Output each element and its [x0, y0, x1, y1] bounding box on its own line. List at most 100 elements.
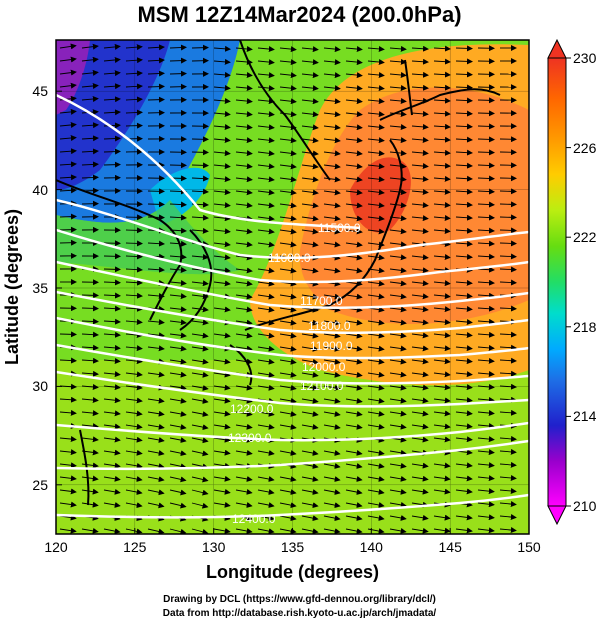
wind-arrow: [125, 528, 143, 534]
wind-arrow: [455, 319, 473, 326]
wind-arrow: [235, 189, 253, 196]
wind-arrow: [279, 72, 297, 79]
wind-arrow: [103, 410, 121, 417]
wind-arrow: [125, 122, 143, 129]
wind-arrow: [345, 72, 363, 79]
wind-arrow: [323, 489, 341, 496]
wind-arrow: [389, 124, 407, 131]
contour-label: 12100.0: [300, 379, 344, 393]
wind-arrow: [103, 70, 121, 77]
wind-arrow: [433, 254, 451, 261]
wind-arrow: [323, 137, 341, 144]
wind-arrow: [301, 293, 319, 300]
wind-arrow: [59, 527, 77, 534]
wind-arrow: [389, 501, 407, 508]
wind-arrow: [191, 398, 209, 404]
wind-arrow: [367, 528, 385, 534]
wind-arrow: [59, 436, 77, 443]
wind-arrow: [477, 436, 495, 443]
wind-arrow: [345, 163, 363, 170]
wind-arrow: [477, 292, 495, 299]
wind-arrow: [279, 98, 297, 105]
wind-arrow: [213, 150, 231, 157]
wind-arrow: [433, 201, 451, 208]
wind-arrow: [257, 228, 275, 235]
wind-arrow: [323, 515, 341, 522]
wind-arrow: [125, 83, 143, 90]
wind-arrow: [191, 476, 209, 483]
wind-arrow: [235, 85, 253, 92]
wind-arrow: [279, 319, 297, 326]
wind-arrow: [191, 502, 209, 509]
wind-arrow: [433, 123, 451, 130]
wind-arrow: [257, 241, 275, 248]
wind-arrow: [125, 423, 143, 430]
wind-arrow: [455, 84, 473, 91]
wind-arrow: [169, 57, 187, 64]
wind-arrow: [477, 449, 495, 456]
wind-arrow: [279, 150, 297, 157]
wind-arrow: [191, 162, 209, 169]
wind-arrow: [389, 267, 407, 274]
wind-arrow: [147, 332, 165, 339]
wind-arrow: [235, 502, 253, 508]
wind-arrow: [279, 515, 297, 522]
wind-arrow: [455, 462, 473, 469]
wind-arrow: [411, 436, 429, 443]
wind-arrow: [499, 435, 517, 442]
wind-arrow: [103, 371, 121, 378]
wind-arrow: [191, 306, 209, 313]
y-tick-label: 30: [32, 378, 48, 394]
wind-arrow: [345, 228, 363, 235]
wind-arrow: [125, 305, 143, 312]
wind-arrow: [257, 267, 275, 274]
wind-arrow: [301, 228, 319, 235]
wind-arrow: [147, 397, 165, 404]
wind-arrow: [81, 462, 99, 469]
wind-arrow: [389, 423, 407, 430]
wind-arrow: [279, 267, 297, 274]
wind-arrow: [191, 424, 209, 431]
wind-arrow: [323, 450, 341, 456]
wind-arrow: [433, 97, 451, 104]
y-axis-title: Latitude (degrees): [2, 209, 22, 365]
wind-arrow: [455, 227, 473, 234]
wind-arrow: [411, 58, 429, 65]
wind-arrow: [345, 59, 363, 66]
wind-arrow: [301, 384, 319, 391]
wind-arrow: [323, 528, 341, 534]
wind-arrow: [433, 45, 451, 52]
wind-arrow: [455, 345, 473, 352]
wind-arrow: [169, 280, 187, 287]
wind-arrow: [103, 83, 121, 90]
wind-arrow: [411, 462, 429, 469]
wind-arrow: [345, 254, 363, 261]
coastline-hokkaido: [379, 88, 501, 121]
colorbar-max-triangle: [547, 38, 567, 59]
wind-arrow: [213, 215, 231, 222]
wind-arrow: [257, 176, 275, 183]
height-contour-line: [56, 439, 529, 471]
colorbar-tick-label: 218: [573, 319, 597, 335]
wind-arrow: [411, 345, 429, 352]
height-contour-line: [56, 228, 529, 284]
wind-arrow: [213, 254, 231, 261]
wind-arrow: [235, 384, 253, 391]
wind-arrow: [477, 527, 495, 534]
wind-arrow: [323, 228, 341, 235]
wind-arrow: [125, 240, 143, 247]
wind-arrow: [477, 501, 495, 508]
wind-arrow: [411, 149, 429, 156]
wind-arrow: [213, 111, 231, 118]
wind-arrow: [323, 72, 341, 79]
wind-arrow: [367, 176, 385, 183]
wind-arrow: [103, 488, 121, 495]
wind-arrow: [213, 280, 231, 287]
wind-arrow: [125, 489, 143, 496]
wind-arrow: [477, 188, 495, 195]
wind-arrow: [257, 410, 275, 417]
wind-arrow: [213, 436, 231, 443]
wind-arrow: [389, 293, 407, 300]
wind-arrow: [433, 84, 451, 91]
wind-arrow: [59, 43, 77, 50]
